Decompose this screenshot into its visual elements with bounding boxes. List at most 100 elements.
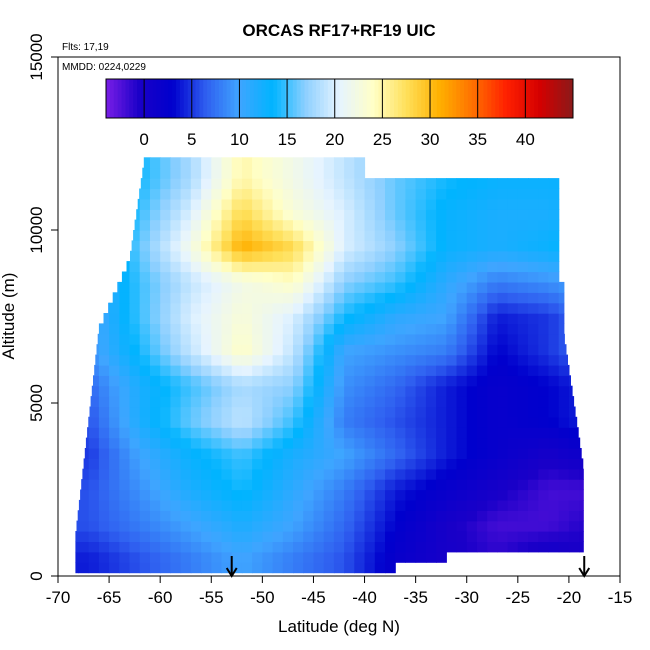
colorbar-swatch [218, 79, 224, 118]
heatmap-cell [75, 562, 80, 574]
colorbar [105, 78, 574, 119]
heatmap-cell [323, 333, 335, 345]
heatmap-cell [293, 261, 304, 273]
heatmap-cell [282, 230, 294, 241]
heatmap-cell [150, 230, 161, 241]
heatmap-cell [313, 489, 325, 501]
colorbar-swatch [444, 79, 449, 118]
heatmap-cell [507, 489, 519, 501]
colorbar-swatch [351, 79, 356, 118]
heatmap-cell [170, 261, 182, 273]
heatmap-cell [231, 344, 243, 356]
heatmap-cell [221, 188, 233, 200]
heatmap-cell [293, 499, 304, 511]
heatmap-cell [405, 551, 417, 563]
heatmap-cell [507, 510, 519, 522]
heatmap-cell [313, 344, 325, 356]
heatmap-cell [262, 167, 274, 179]
heatmap-cell [456, 531, 468, 542]
heatmap-cell [415, 344, 427, 356]
heatmap-cell [446, 479, 458, 491]
heatmap-cell [231, 198, 243, 210]
colorbar-swatch [359, 79, 364, 118]
heatmap-cell [150, 344, 161, 356]
heatmap-cell [190, 230, 202, 241]
heatmap-cell [98, 479, 110, 491]
heatmap-cell [415, 437, 427, 449]
heatmap-cell [109, 479, 120, 491]
heatmap-cell [282, 209, 294, 221]
heatmap-cell [507, 354, 519, 366]
heatmap-cell [528, 468, 539, 480]
heatmap-cell [436, 416, 447, 428]
heatmap-cell [272, 188, 284, 200]
heatmap-cell [354, 510, 366, 522]
heatmap-cell [497, 333, 509, 345]
heatmap-cell [476, 313, 488, 324]
heatmap-cell [180, 541, 192, 553]
heatmap-cell [385, 313, 396, 324]
heatmap-cell [415, 458, 427, 470]
heatmap-cell [528, 302, 539, 314]
heatmap-cell [211, 562, 223, 574]
heatmap-cell [119, 562, 131, 574]
heatmap-cell [344, 479, 355, 491]
flights-annotation: Flts: 17,19 [62, 42, 109, 53]
heatmap-cell [456, 344, 468, 356]
heatmap-cell [272, 541, 284, 553]
heatmap-cell [344, 416, 355, 428]
heatmap-cell [558, 479, 570, 491]
heatmap-cell [241, 448, 253, 459]
heatmap-cell [344, 448, 355, 459]
heatmap-cell [436, 531, 447, 542]
heatmap-cell [487, 375, 498, 387]
heatmap-cell [241, 364, 253, 376]
heatmap-cell [231, 209, 243, 221]
heatmap-cell [405, 230, 417, 241]
heatmap-cell [272, 427, 284, 439]
heatmap-cell [252, 250, 263, 262]
heatmap-cell [568, 448, 580, 459]
heatmap-cell [109, 468, 120, 480]
heatmap-cell [201, 219, 212, 231]
heatmap-cell [129, 271, 141, 283]
heatmap-cell [303, 416, 314, 428]
heatmap-cell [252, 562, 263, 574]
heatmap-cell [241, 541, 253, 553]
x-axis-label: Latitude (deg N) [278, 617, 400, 636]
heatmap-cell [282, 240, 294, 252]
heatmap-cell [374, 271, 386, 283]
heatmap-cell [405, 354, 417, 366]
heatmap-cell [456, 437, 468, 449]
heatmap-cell [354, 323, 366, 335]
colorbar-swatch [230, 79, 235, 118]
heatmap-cell [231, 167, 243, 179]
heatmap-cell [364, 551, 376, 563]
heatmap-cell [252, 302, 263, 314]
heatmap-cell [333, 489, 345, 501]
colorbar-swatch [300, 79, 305, 118]
heatmap-cell [558, 468, 570, 480]
heatmap-cell [415, 520, 427, 532]
heatmap-cell [262, 219, 274, 231]
heatmap-cell [282, 562, 294, 574]
heatmap-cell [436, 448, 447, 459]
heatmap-cell [436, 541, 447, 553]
heatmap-cell [517, 281, 529, 293]
heatmap-cell [139, 551, 151, 563]
heatmap-cell [425, 209, 437, 221]
heatmap-cell [507, 531, 519, 542]
colorbar-swatch [347, 79, 352, 118]
heatmap-cell [160, 292, 171, 304]
heatmap-cell [262, 499, 274, 511]
heatmap-cell [252, 551, 263, 563]
heatmap-cell [170, 458, 182, 470]
heatmap-cell [436, 292, 447, 304]
heatmap-cell [211, 261, 223, 273]
heatmap-cell [425, 458, 437, 470]
colorbar-swatch [312, 79, 317, 118]
heatmap-cell [548, 396, 560, 408]
heatmap-cell [88, 427, 100, 439]
heatmap-cell [466, 427, 478, 439]
